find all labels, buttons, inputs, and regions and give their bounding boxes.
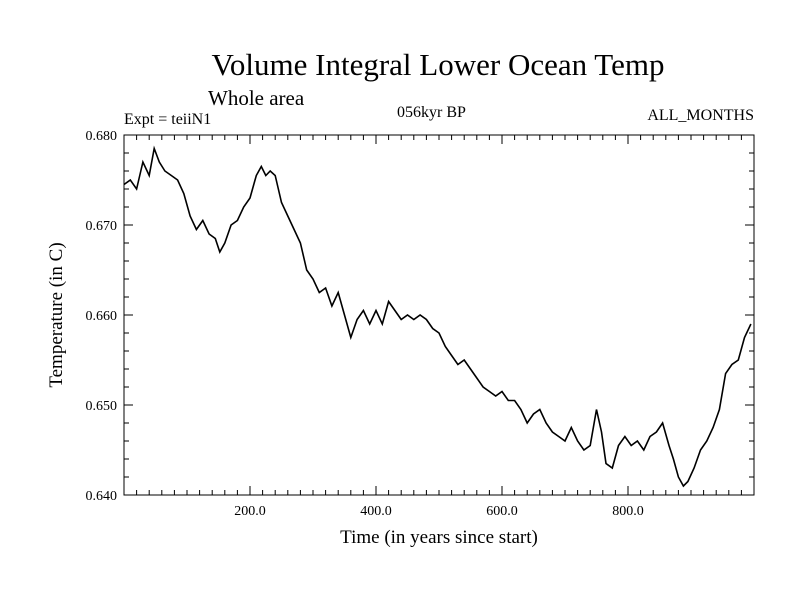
axis-ticks [124,135,754,495]
plot-frame [123,134,755,496]
y-tick-label: 0.670 [86,219,118,234]
x-tick-label: 600.0 [486,504,518,519]
months-label: ALL_MONTHS [647,107,754,124]
period-label: 056kyr BP [397,104,466,121]
x-tick-label: 200.0 [234,504,266,519]
y-axis-title: Temperature (in C) [46,242,67,387]
chart-subtitle: Whole area [208,86,305,110]
y-tick-label: 0.680 [86,129,118,144]
chart-title: Volume Integral Lower Ocean Temp [211,47,665,82]
y-tick-label: 0.640 [86,489,118,504]
axis-tick-labels: 200.0 400.0 600.0 800.0 0.640 0.650 0.660 0.670… [86,129,644,519]
experiment-label: Expt = teiiN1 [124,111,212,128]
series-line [123,145,752,488]
x-axis-title: Time (in years since start) [340,527,538,548]
y-tick-label: 0.660 [86,309,118,324]
x-tick-label: 400.0 [360,504,392,519]
y-tick-label: 0.650 [86,399,118,414]
x-tick-label: 800.0 [612,504,644,519]
